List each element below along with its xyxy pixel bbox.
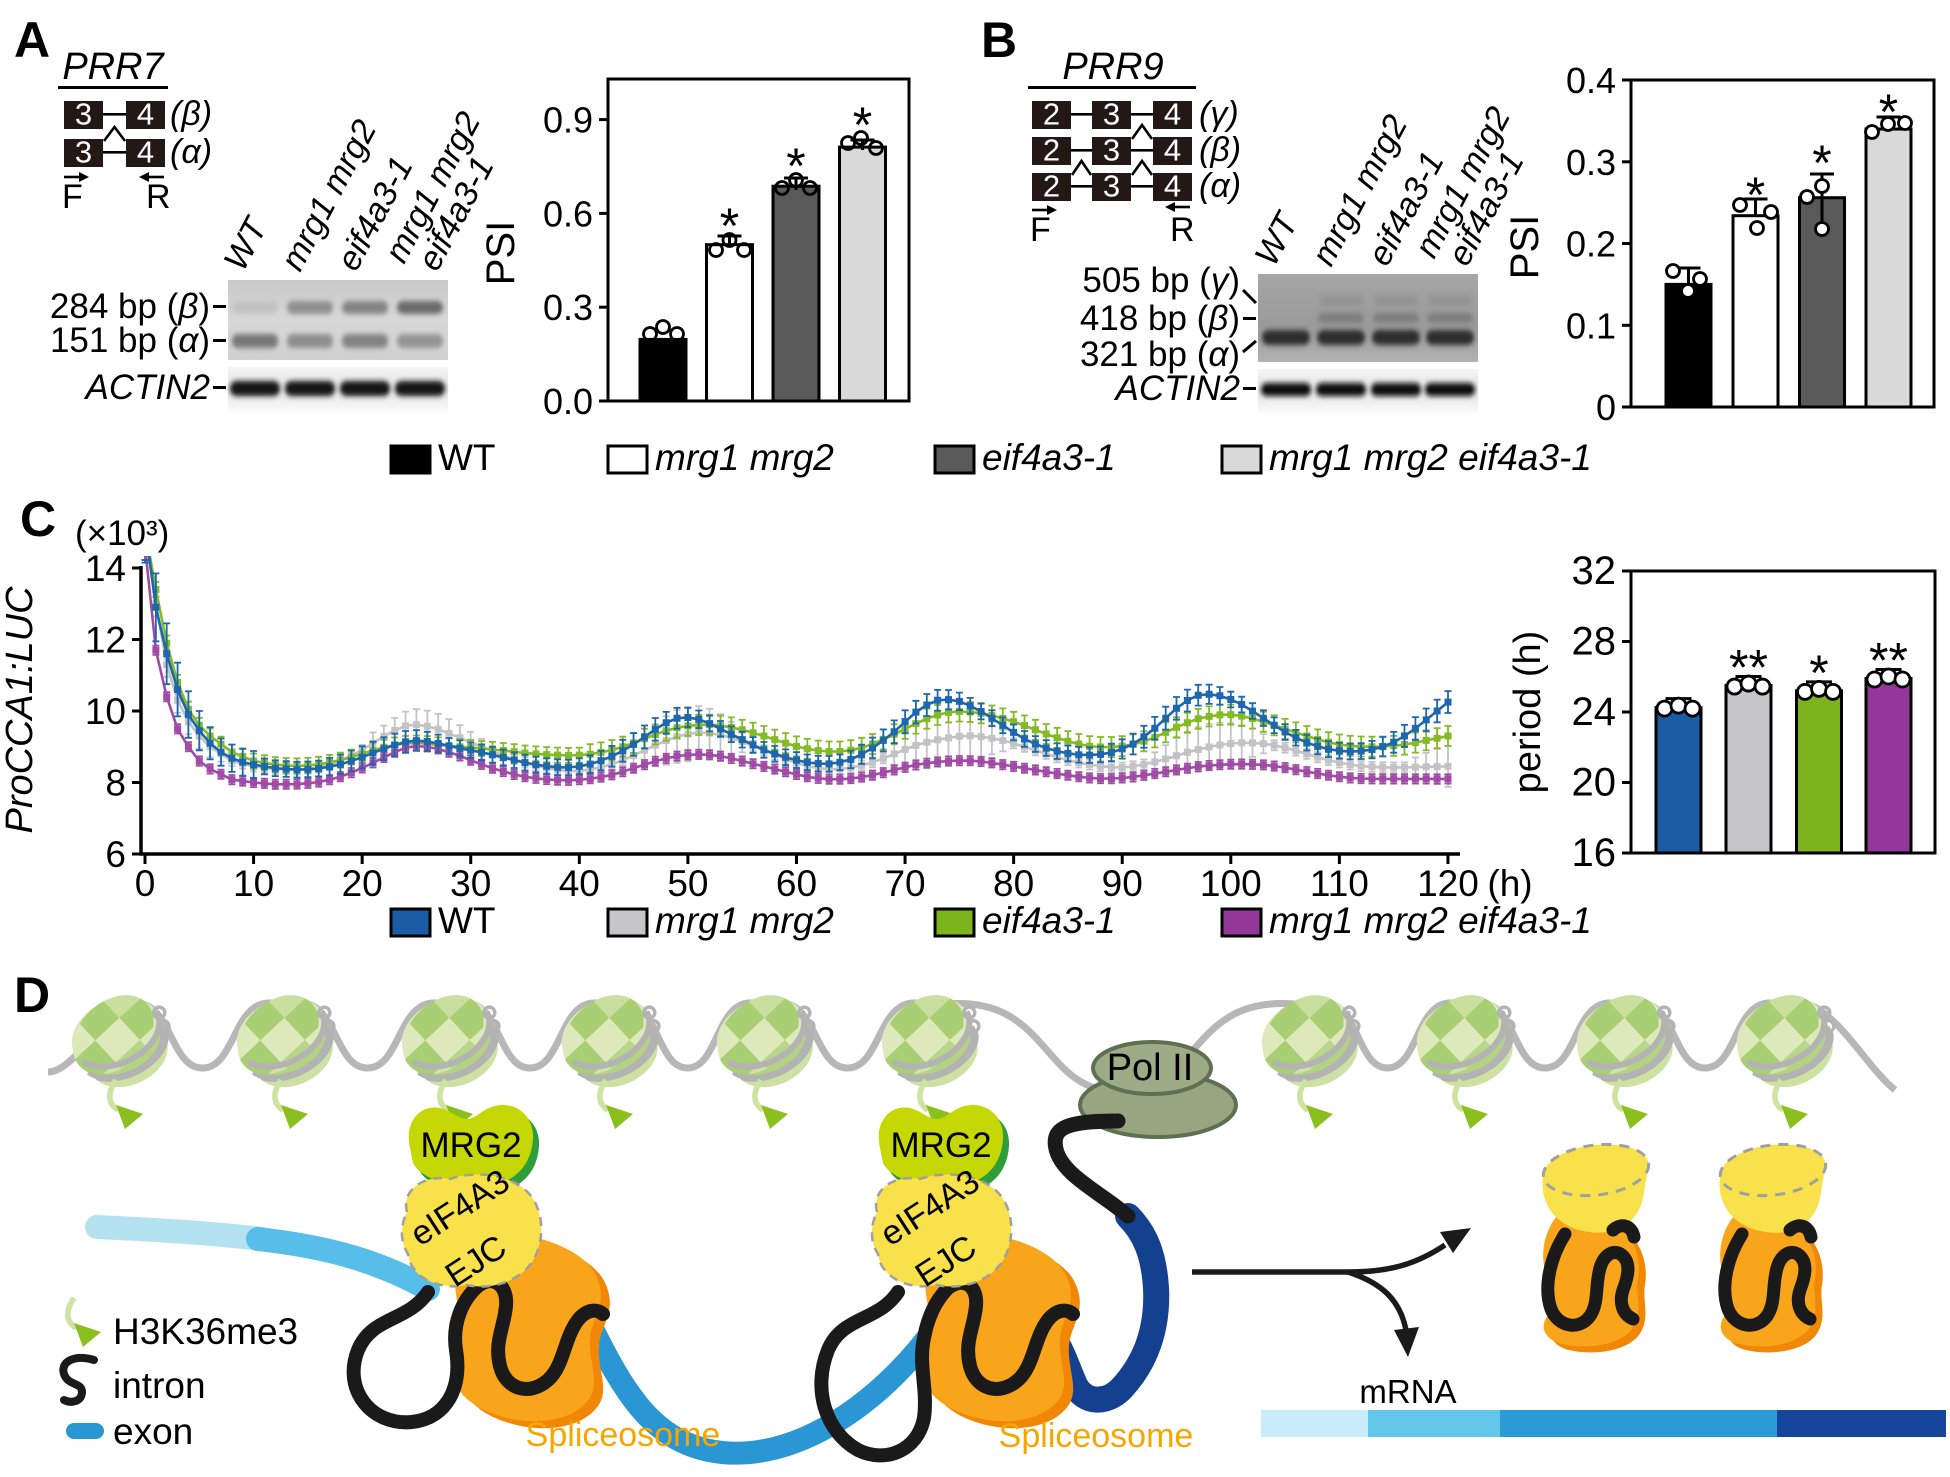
- svg-text:12: 12: [85, 620, 126, 661]
- svg-text:R: R: [1170, 211, 1195, 249]
- svg-text:C: C: [20, 491, 56, 547]
- svg-text:eif4a3-1: eif4a3-1: [982, 437, 1116, 478]
- svg-text:**: **: [1729, 640, 1768, 696]
- svg-text:ProCCA1:LUC: ProCCA1:LUC: [0, 586, 41, 834]
- svg-text:(h): (h): [1487, 863, 1532, 904]
- svg-text:6: 6: [105, 834, 126, 875]
- svg-text:MRG2: MRG2: [420, 1126, 521, 1165]
- svg-text:3: 3: [1103, 133, 1120, 168]
- svg-text:3: 3: [1103, 97, 1120, 132]
- svg-text:ACTIN2: ACTIN2: [84, 368, 210, 407]
- svg-text:0: 0: [1596, 387, 1616, 428]
- svg-text:8: 8: [105, 763, 126, 804]
- svg-text:4: 4: [137, 135, 154, 170]
- svg-text:(β): (β): [1199, 131, 1241, 169]
- svg-text:30: 30: [450, 863, 491, 904]
- svg-text:0.3: 0.3: [543, 287, 593, 328]
- svg-text:10: 10: [85, 691, 126, 732]
- svg-text:2: 2: [1043, 133, 1060, 168]
- svg-text:16: 16: [1572, 831, 1617, 875]
- svg-text:PRR9: PRR9: [1062, 46, 1163, 88]
- svg-text:80: 80: [993, 863, 1034, 904]
- svg-text:284 bp (β): 284 bp (β): [50, 287, 210, 326]
- svg-text:14: 14: [85, 548, 126, 589]
- svg-text:50: 50: [667, 863, 708, 904]
- svg-text:4: 4: [1164, 133, 1181, 168]
- svg-text:*: *: [1809, 645, 1828, 701]
- svg-text:D: D: [14, 967, 50, 1023]
- svg-text:A: A: [14, 12, 50, 68]
- svg-text:WT: WT: [438, 437, 496, 478]
- svg-text:28: 28: [1572, 620, 1617, 664]
- svg-text:*: *: [1746, 167, 1765, 223]
- svg-text:mrg1 mrg2: mrg1 mrg2: [655, 437, 834, 478]
- svg-text:151 bp (α): 151 bp (α): [50, 321, 210, 360]
- svg-text:60: 60: [776, 863, 817, 904]
- svg-text:10: 10: [233, 863, 274, 904]
- svg-text:3: 3: [1103, 169, 1120, 204]
- svg-text:70: 70: [884, 863, 925, 904]
- svg-text:24: 24: [1572, 690, 1617, 734]
- svg-text:*: *: [1879, 84, 1898, 140]
- svg-text:0.1: 0.1: [1566, 305, 1616, 346]
- svg-text:110: 110: [1310, 863, 1369, 904]
- svg-text:*: *: [1812, 135, 1831, 191]
- svg-text:(β): (β): [170, 95, 212, 133]
- svg-text:321 bp (α): 321 bp (α): [1080, 335, 1240, 374]
- svg-text:*: *: [720, 198, 739, 254]
- svg-text:F: F: [1030, 211, 1051, 249]
- svg-text:**: **: [1869, 633, 1908, 689]
- svg-text:Pol II: Pol II: [1107, 1047, 1194, 1089]
- svg-text:mrg1 mrg2 eif4a3-1: mrg1 mrg2 eif4a3-1: [1269, 437, 1592, 478]
- svg-text:PSI: PSI: [1503, 215, 1547, 279]
- svg-text:WT: WT: [438, 900, 496, 941]
- svg-text:505 bp (γ): 505 bp (γ): [1082, 261, 1240, 300]
- svg-text:0.9: 0.9: [543, 100, 593, 141]
- svg-text:F: F: [62, 178, 83, 216]
- svg-text:intron: intron: [113, 1365, 206, 1406]
- svg-text:PRR7: PRR7: [62, 46, 165, 88]
- svg-text:0: 0: [135, 863, 156, 904]
- svg-text:0.2: 0.2: [1566, 224, 1616, 265]
- svg-text:4: 4: [137, 97, 154, 132]
- svg-text:40: 40: [559, 863, 600, 904]
- svg-text:exon: exon: [113, 1411, 193, 1452]
- svg-text:*: *: [786, 138, 805, 194]
- svg-text:90: 90: [1102, 863, 1143, 904]
- svg-text:100: 100: [1200, 863, 1262, 904]
- svg-text:3: 3: [75, 135, 92, 170]
- svg-text:2: 2: [1043, 97, 1060, 132]
- svg-text:eif4a3-1: eif4a3-1: [982, 900, 1116, 941]
- svg-text:(α): (α): [170, 133, 212, 171]
- svg-text:ACTIN2: ACTIN2: [1114, 369, 1240, 408]
- svg-text:(α): (α): [1199, 167, 1241, 205]
- svg-text:*: *: [853, 97, 872, 153]
- svg-text:PSI: PSI: [479, 221, 523, 285]
- svg-text:3: 3: [75, 97, 92, 132]
- svg-text:Spliceosome: Spliceosome: [999, 1417, 1194, 1455]
- svg-text:0.3: 0.3: [1566, 142, 1616, 183]
- svg-text:period (h): period (h): [1507, 631, 1549, 794]
- svg-text:R: R: [146, 178, 171, 216]
- svg-text:(γ): (γ): [1199, 95, 1239, 133]
- svg-text:418 bp (β): 418 bp (β): [1080, 299, 1240, 338]
- svg-text:20: 20: [342, 863, 383, 904]
- svg-text:2: 2: [1043, 169, 1060, 204]
- svg-text:MRG2: MRG2: [890, 1126, 991, 1165]
- svg-text:0.4: 0.4: [1566, 60, 1616, 101]
- svg-text:mrg1 mrg2 eif4a3-1: mrg1 mrg2 eif4a3-1: [1269, 900, 1592, 941]
- svg-text:0.6: 0.6: [543, 193, 593, 234]
- svg-text:mrg1 mrg2: mrg1 mrg2: [655, 900, 834, 941]
- svg-text:32: 32: [1572, 549, 1617, 593]
- svg-text:Spliceosome: Spliceosome: [526, 1416, 721, 1454]
- svg-text:20: 20: [1572, 761, 1617, 805]
- svg-text:0.0: 0.0: [543, 381, 593, 422]
- svg-text:120: 120: [1417, 863, 1479, 904]
- svg-text:(×10³): (×10³): [75, 514, 169, 553]
- svg-text:4: 4: [1164, 97, 1181, 132]
- svg-text:H3K36me3: H3K36me3: [113, 1311, 298, 1352]
- svg-text:4: 4: [1164, 169, 1181, 204]
- svg-text:mRNA: mRNA: [1359, 1373, 1456, 1410]
- svg-text:B: B: [981, 12, 1017, 68]
